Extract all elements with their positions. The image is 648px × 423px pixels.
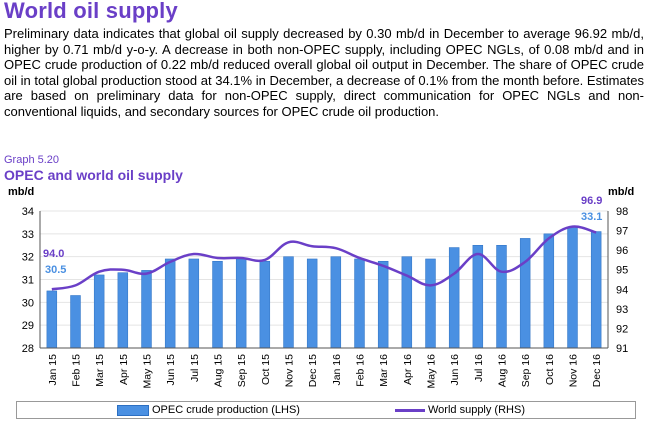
page-heading: World oil supply [4, 0, 178, 23]
right-tick-label: 93 [616, 304, 628, 316]
body-paragraph: Preliminary data indicates that global o… [4, 26, 644, 119]
category-tick-label: Jul 15 [189, 354, 201, 382]
oil-supply-chart: 28 29 30 31 32 33 34 91 92 93 94 95 96 97 98 Jan 15 Feb … [8, 186, 634, 388]
opec-bar [543, 233, 555, 349]
category-tick-label: May 15 [142, 354, 154, 389]
legend-line-swatch [395, 408, 425, 412]
category-tick-label: Dec 15 [307, 354, 319, 387]
category-tick-label: Apr 16 [402, 354, 414, 385]
opec-bar [330, 256, 342, 349]
opec-bars [46, 226, 602, 349]
opec-bar [425, 258, 436, 349]
opec-bar [259, 260, 271, 349]
start-opec-label: 30.5 [45, 264, 66, 276]
left-axis-label: mb/d [8, 186, 34, 198]
opec-bar [519, 238, 531, 349]
category-tick-label: Feb 15 [71, 354, 83, 387]
opec-bar [46, 290, 58, 349]
right-tick-label: 96 [616, 245, 628, 257]
category-tick-label: Nov 16 [568, 354, 580, 387]
left-tick-label: 34 [22, 206, 34, 218]
left-tick-label: 33 [22, 229, 34, 241]
category-tick-label: Sep 15 [236, 354, 248, 387]
opec-bar [164, 258, 176, 349]
opec-bar [496, 245, 507, 349]
category-tick-label: Jan 16 [331, 354, 343, 386]
opec-bar [567, 226, 578, 349]
opec-bar [235, 258, 247, 349]
end-world-label: 96.9 [581, 195, 602, 207]
opec-bar [472, 245, 484, 349]
category-tick-label: Oct 16 [544, 354, 556, 385]
graph-number: Graph 5.20 [4, 154, 60, 166]
opec-bar [141, 270, 152, 349]
legend-item-opec: OPEC crude production (LHS) [117, 404, 300, 416]
legend-label-opec: OPEC crude production (LHS) [152, 404, 300, 416]
tick-labels: 28 29 30 31 32 33 34 91 92 93 94 95 96 97 98 Jan 15 Feb … [22, 206, 629, 388]
category-tick-label: Jul 16 [473, 354, 485, 382]
category-tick-label: Jun 15 [165, 354, 177, 386]
opec-bar [401, 256, 413, 349]
category-tick-label: Feb 16 [355, 354, 367, 387]
category-tick-label: Nov 15 [284, 354, 296, 387]
legend-item-world: World supply (RHS) [395, 404, 525, 416]
category-tick-label: Oct 15 [260, 354, 272, 385]
right-tick-label: 92 [616, 323, 628, 335]
chart-legend: OPEC crude production (LHS) World supply… [16, 401, 636, 419]
opec-bar [377, 260, 389, 349]
right-tick-label: 91 [616, 343, 628, 355]
right-tick-label: 94 [616, 284, 628, 296]
category-tick-label: Sep 16 [520, 354, 532, 387]
legend-label-world: World supply (RHS) [428, 404, 525, 416]
category-tick-label: Aug 16 [497, 354, 509, 387]
right-tick-label: 98 [616, 206, 628, 218]
opec-bar [212, 260, 223, 349]
opec-bar [70, 295, 81, 349]
right-tick-label: 95 [616, 265, 628, 277]
category-tick-label: May 16 [426, 354, 438, 389]
left-tick-label: 30 [22, 297, 34, 309]
opec-bar [354, 258, 365, 349]
opec-bar [283, 256, 294, 349]
category-tick-label: Mar 15 [94, 354, 106, 387]
axes [39, 211, 609, 349]
opec-bar [93, 274, 105, 349]
start-world-label: 94.0 [43, 248, 64, 260]
opec-bar [117, 272, 129, 349]
end-opec-label: 33.1 [581, 211, 602, 223]
left-tick-label: 32 [22, 252, 34, 264]
left-tick-label: 31 [22, 275, 34, 287]
opec-bar [448, 247, 460, 349]
category-tick-label: Jan 15 [47, 354, 59, 386]
right-tick-label: 97 [616, 226, 628, 238]
opec-bar [188, 258, 200, 349]
left-tick-label: 29 [22, 320, 34, 332]
left-tick-label: 28 [22, 343, 34, 355]
world-supply-line [51, 225, 597, 291]
category-tick-label: Aug 15 [213, 354, 225, 387]
graph-title: OPEC and world oil supply [4, 167, 183, 183]
opec-bar [590, 231, 602, 349]
legend-bar-swatch [117, 404, 149, 416]
category-tick-label: Apr 15 [118, 354, 130, 385]
category-tick-label: Jun 16 [449, 354, 461, 386]
opec-bar [306, 258, 318, 349]
right-axis-label: mb/d [608, 186, 634, 198]
category-tick-label: Dec 16 [591, 354, 603, 387]
category-tick-label: Mar 16 [378, 354, 390, 387]
